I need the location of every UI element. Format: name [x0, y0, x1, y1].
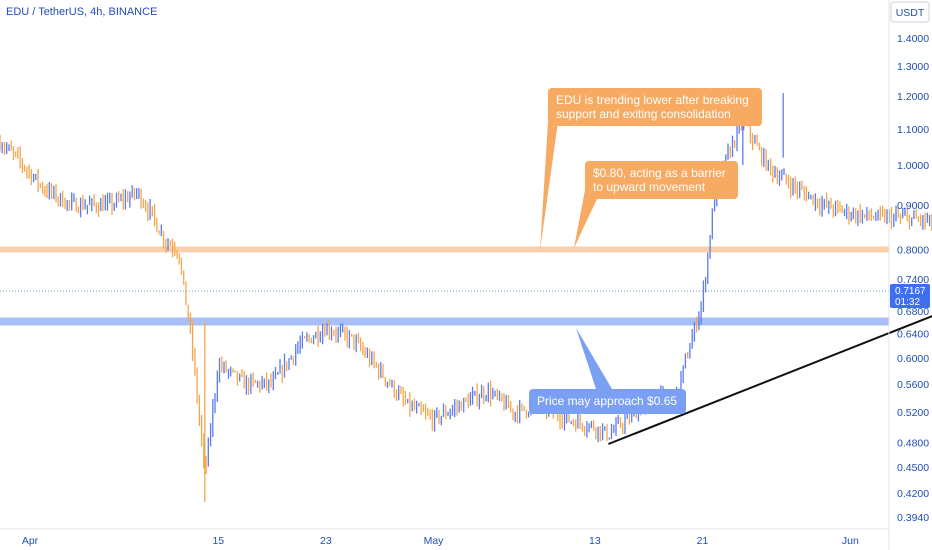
y-tick-label: 1.3000 [897, 61, 929, 73]
y-tick-label: 0.8000 [897, 244, 929, 256]
callout-text: Price may approach $0.65 [537, 394, 677, 408]
y-tick-label: 0.4800 [897, 437, 929, 449]
price-axis[interactable]: 1.4000 1.3000 1.2000 1.1000 1.0000 0.9000 0.80… [897, 33, 929, 524]
x-tick-label: 21 [697, 535, 709, 547]
y-tick-label: 1.2000 [897, 91, 929, 103]
time-axis[interactable]: Apr1523May1321Jun1018Jul1523 [22, 535, 932, 547]
trendline [608, 315, 932, 445]
y-tick-label: 0.4200 [897, 488, 929, 500]
candlestick-series [0, 93, 932, 502]
x-tick-label: 13 [589, 535, 601, 547]
callout-text: EDU is trending lower after breaking [556, 93, 749, 107]
countdown-timer: 01:32 [895, 297, 920, 308]
y-tick-label: 0.7400 [897, 274, 929, 286]
x-tick-label: 23 [320, 535, 332, 547]
x-tick-label: May [424, 535, 445, 547]
y-tick-label: 0.4500 [897, 462, 929, 474]
callout-box [548, 88, 762, 126]
y-tick-label: 0.6000 [897, 353, 929, 365]
y-tick-label: 1.0000 [897, 160, 929, 172]
y-tick-label: 0.3940 [897, 512, 929, 524]
current-price-tag: 0.7167 01:32 [890, 284, 930, 308]
callout-pointer [540, 122, 558, 250]
support-zone [0, 317, 889, 326]
y-tick-label: 0.9000 [897, 200, 929, 212]
x-tick-label: 15 [212, 535, 224, 547]
y-tick-label: 0.6800 [897, 306, 929, 318]
y-tick-label: 1.1000 [897, 124, 929, 136]
callout-pointer [576, 328, 612, 389]
callout-text: $0.80, acting as a barrier [593, 166, 726, 180]
callout-pointer [574, 190, 597, 248]
target-note: Price may approach $0.65 [529, 328, 686, 414]
callout-box [585, 161, 738, 199]
y-tick-label: 0.5600 [897, 379, 929, 391]
y-tick-label: 0.5200 [897, 407, 929, 419]
currency-label: USDT [896, 7, 925, 19]
y-tick-label: 1.4000 [897, 33, 929, 45]
trend-note: EDU is trending lower after breakingsupp… [540, 88, 762, 250]
callout-text: support and exiting consolidation [556, 107, 731, 121]
resistance-zone [0, 246, 889, 253]
x-tick-label: Jun [842, 535, 859, 547]
x-tick-label: Apr [22, 535, 39, 547]
callout-text: to upward movement [593, 180, 706, 194]
symbol-title: EDU / TetherUS, 4h, BINANCE [6, 6, 157, 18]
current-price-value: 0.7167 [895, 286, 926, 297]
callout-box [529, 389, 686, 414]
currency-badge[interactable] [890, 1, 930, 23]
y-tick-label: 0.6400 [897, 329, 929, 341]
